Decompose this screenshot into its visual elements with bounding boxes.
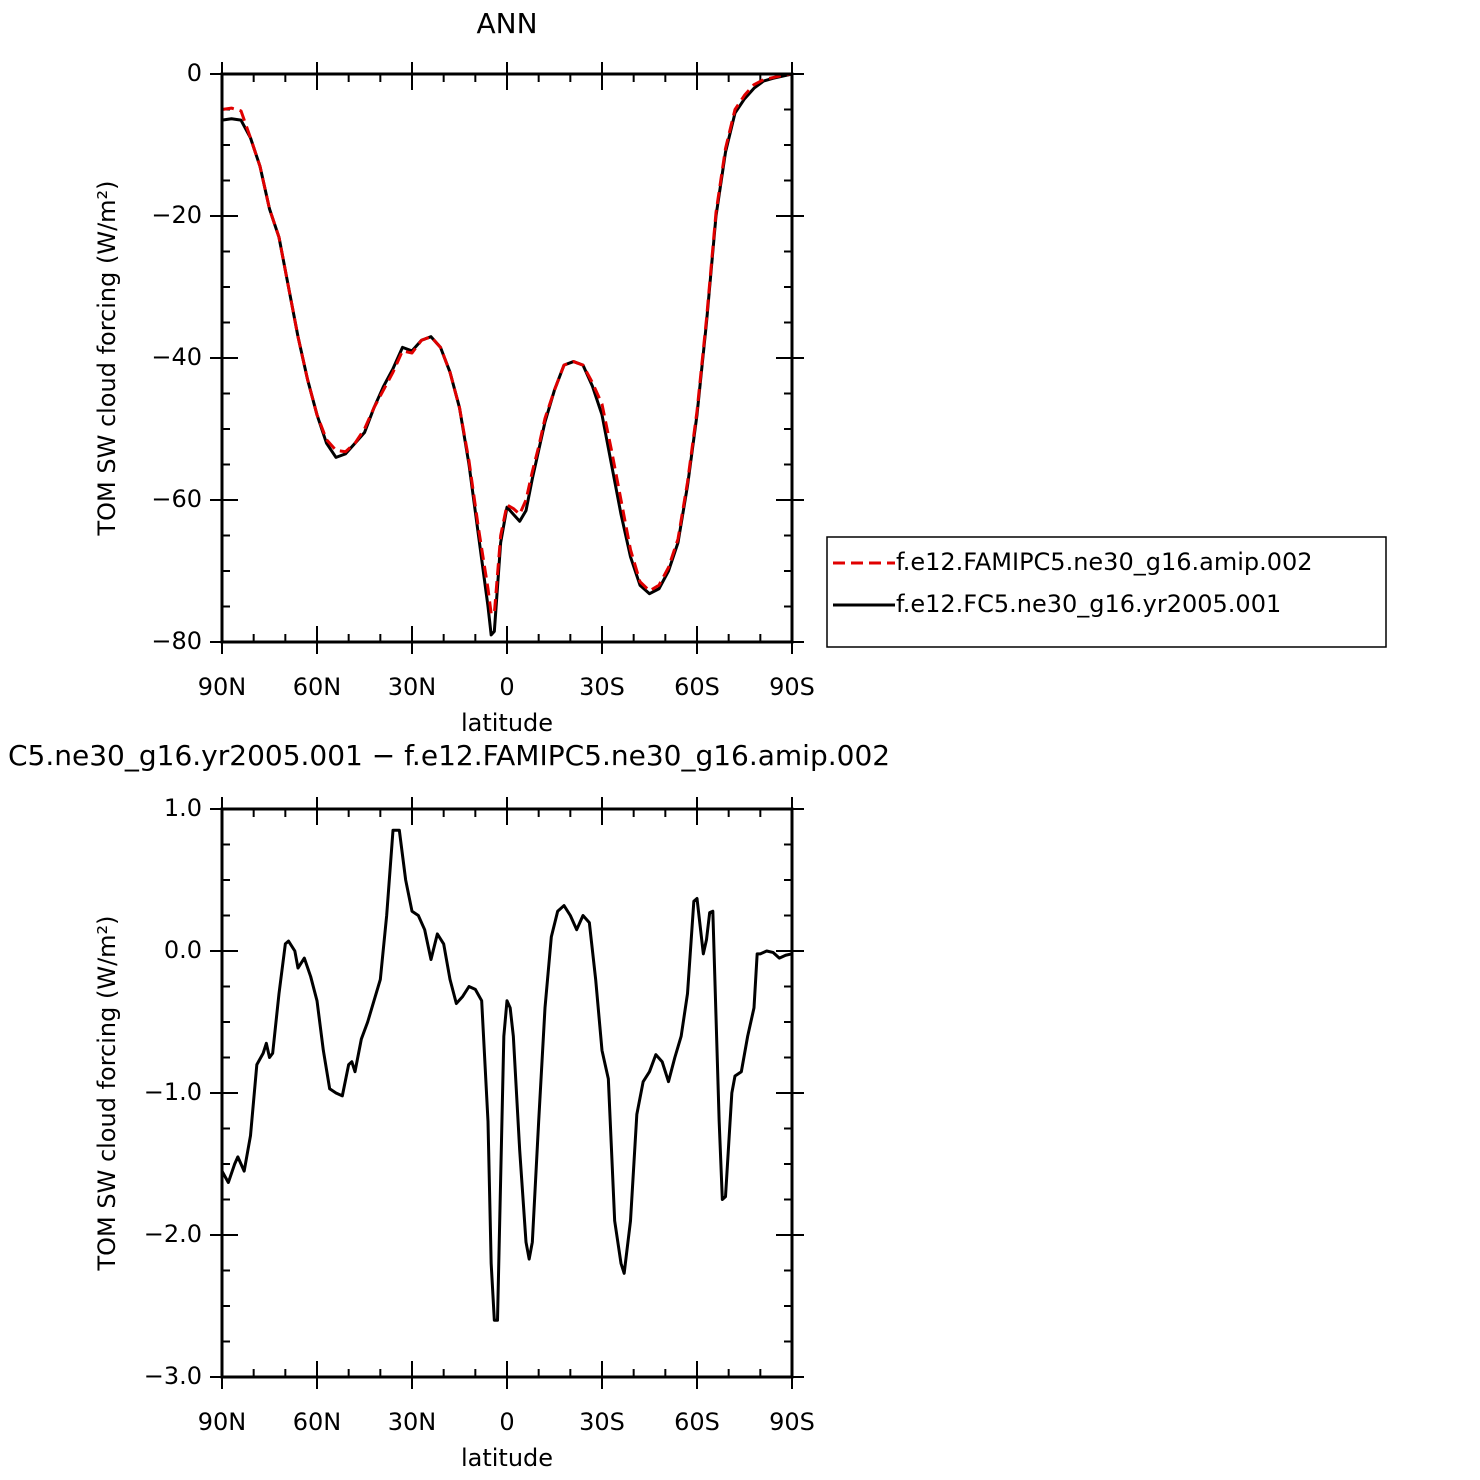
x-tick-label: 90N — [198, 673, 247, 701]
data-line — [221, 72, 793, 637]
y-tick-label: 0.0 — [164, 936, 202, 964]
x-tick-label: 60S — [674, 673, 720, 701]
y-tick-label: −40 — [151, 343, 202, 371]
x-tick-label: 30N — [388, 1408, 437, 1436]
legend-label: f.e12.FAMIPC5.ne30_g16.amip.002 — [896, 548, 1313, 576]
chart-title: ANN — [476, 7, 537, 40]
x-tick-label: 90S — [769, 673, 815, 701]
x-tick-label: 30N — [388, 673, 437, 701]
legend-box — [826, 536, 1387, 648]
data-line — [220, 828, 793, 1322]
y-tick-label: −3.0 — [144, 1362, 202, 1390]
x-tick-label: 60S — [674, 1408, 720, 1436]
x-axis-label: latitude — [461, 709, 553, 737]
x-tick-label: 90S — [769, 1408, 815, 1436]
y-tick-label: −2.0 — [144, 1220, 202, 1248]
x-tick-label: 0 — [499, 1408, 514, 1436]
x-tick-label: 90N — [198, 1408, 247, 1436]
data-line — [221, 72, 793, 616]
y-tick-label: −80 — [151, 627, 202, 655]
y-tick-label: −1.0 — [144, 1078, 202, 1106]
x-tick-label: 30S — [579, 1408, 625, 1436]
y-tick-label: −60 — [151, 485, 202, 513]
plot-frame — [220, 72, 794, 644]
y-axis-label: TOM SW cloud forcing (W/m²) — [93, 915, 121, 1271]
y-tick-label: −20 — [151, 201, 202, 229]
x-tick-label: 30S — [579, 673, 625, 701]
x-tick-label: 60N — [293, 673, 342, 701]
chart-title: C5.ne30_g16.yr2005.001 − f.e12.FAMIPC5.n… — [8, 739, 890, 772]
x-tick-label: 0 — [499, 673, 514, 701]
x-axis-label: latitude — [461, 1444, 553, 1472]
x-tick-label: 60N — [293, 1408, 342, 1436]
legend-label: f.e12.FC5.ne30_g16.yr2005.001 — [896, 590, 1281, 618]
y-tick-label: 0 — [187, 59, 202, 87]
plot-frame — [220, 807, 794, 1379]
y-axis-label: TOM SW cloud forcing (W/m²) — [93, 180, 121, 536]
y-tick-label: 1.0 — [164, 794, 202, 822]
